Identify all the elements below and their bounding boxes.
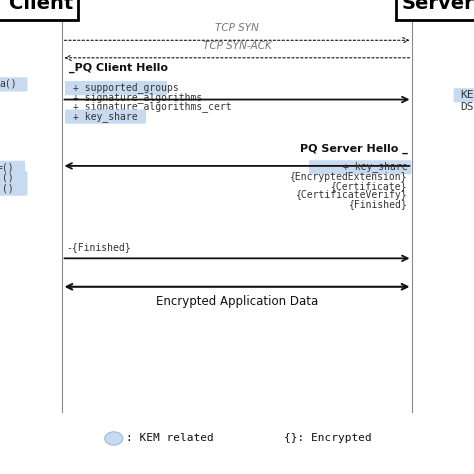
Text: {Certificate}: {Certificate} [331,181,408,191]
Text: {CertificateVerify}: {CertificateVerify} [296,190,408,201]
FancyBboxPatch shape [0,182,27,196]
Text: + signature_algorithms_cert: + signature_algorithms_cert [73,101,232,112]
Text: Server: Server [402,0,474,13]
Text: DS: DS [460,101,473,112]
FancyBboxPatch shape [0,161,25,175]
Text: : KEM related: : KEM related [126,433,213,444]
Text: + supported_groups: + supported_groups [73,82,179,93]
Text: a(): a() [0,79,17,89]
Text: {EncryptedExtension}: {EncryptedExtension} [290,172,408,182]
FancyBboxPatch shape [0,0,78,20]
Text: (): () [2,183,14,193]
Text: Client: Client [9,0,73,13]
FancyBboxPatch shape [0,77,27,91]
Text: + key_share: + key_share [343,161,408,173]
Text: TCP SYN-ACK: TCP SYN-ACK [202,41,272,51]
FancyBboxPatch shape [65,81,167,95]
FancyBboxPatch shape [396,0,474,20]
Text: + signature_algorithms: + signature_algorithms [73,91,203,103]
Text: -{Finished}: -{Finished} [66,242,131,252]
Text: KE: KE [460,90,473,100]
Text: PQ Server Hello _: PQ Server Hello _ [300,144,408,154]
Ellipse shape [105,432,123,445]
Text: _PQ Client Hello: _PQ Client Hello [69,63,168,73]
FancyBboxPatch shape [309,160,411,174]
Text: TCP SYN: TCP SYN [215,23,259,33]
FancyBboxPatch shape [0,171,27,185]
Text: =(): =() [0,162,15,173]
Text: {Finished}: {Finished} [349,199,408,210]
Text: {}: Encrypted: {}: Encrypted [284,433,372,444]
Text: (): () [2,173,14,183]
FancyBboxPatch shape [454,88,474,102]
Text: + key_share: + key_share [73,110,138,122]
Text: Encrypted Application Data: Encrypted Application Data [156,295,318,308]
FancyBboxPatch shape [65,109,146,124]
